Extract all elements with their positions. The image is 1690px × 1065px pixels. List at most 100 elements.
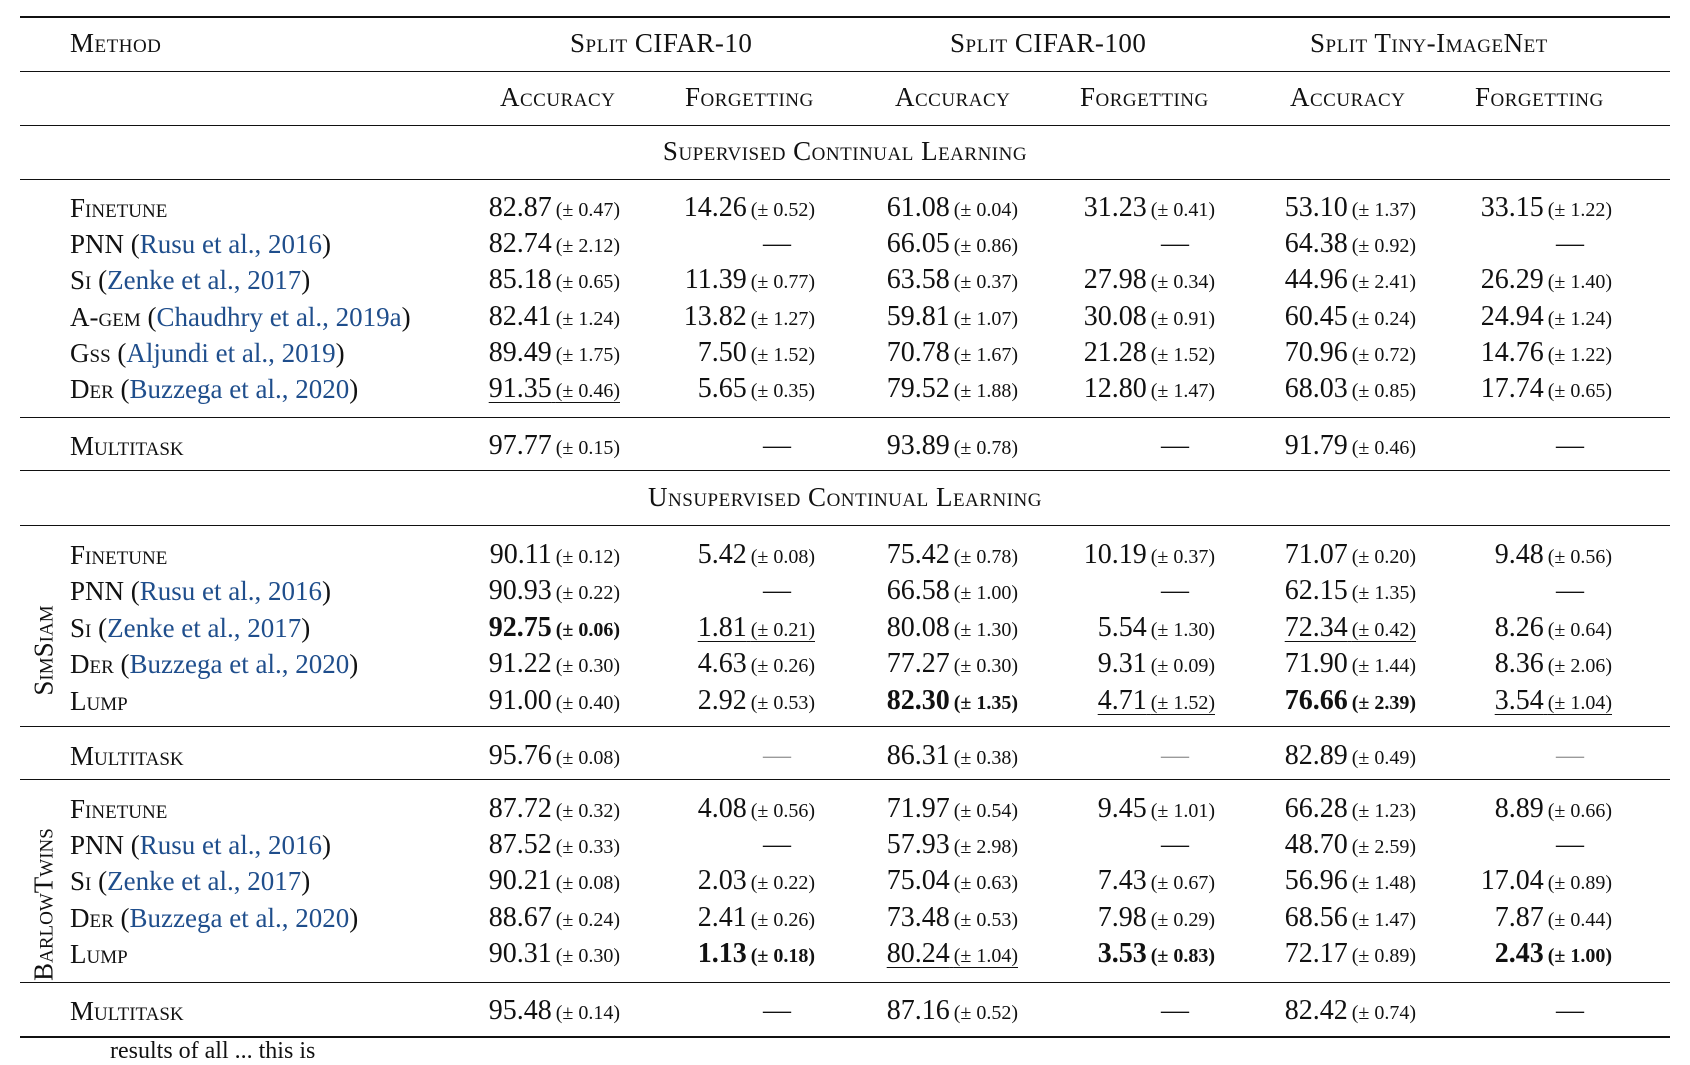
mean-value: 7.87: [1495, 902, 1544, 933]
value-cell: 87.52 (± 0.33): [489, 830, 620, 860]
std-value: (± 0.54): [954, 800, 1018, 822]
citation-link[interactable]: Buzzega et al., 2020: [130, 649, 350, 679]
value-cell: 53.10 (± 1.37): [1285, 193, 1416, 223]
value-cell: 82.42 (± 0.74): [1285, 996, 1416, 1026]
value-cell: 17.74 (± 0.65): [1481, 374, 1612, 404]
value-cell: 7.98 (± 0.29): [1098, 903, 1215, 933]
std-value: (± 0.78): [954, 546, 1018, 568]
value-cell: 90.21 (± 0.08): [489, 866, 620, 896]
std-value: (± 1.37): [1352, 199, 1416, 221]
value-cell: 9.45 (± 1.01): [1098, 794, 1215, 824]
empty-cell-dash: —: [747, 741, 807, 771]
std-value: (± 1.22): [1548, 199, 1612, 221]
method-name: Finetune: [70, 794, 167, 824]
std-value: (± 0.18): [751, 945, 815, 967]
std-value: (± 0.38): [954, 747, 1018, 769]
mean-value: 66.58: [887, 575, 950, 606]
std-value: (± 1.88): [954, 380, 1018, 402]
header-rule: [20, 71, 1670, 72]
empty-cell-dash: —: [1145, 431, 1205, 461]
mean-value: 17.04: [1481, 865, 1544, 896]
mean-value: 14.26: [684, 192, 747, 223]
citation-link[interactable]: Chaudhry et al., 2019a: [156, 302, 401, 332]
std-value: (± 1.30): [1151, 619, 1215, 641]
std-value: (± 0.29): [1151, 909, 1215, 931]
method-cell: Multitask: [70, 741, 184, 771]
std-value: (± 0.89): [1352, 945, 1416, 967]
std-value: (± 1.44): [1352, 655, 1416, 677]
mean-value: 91.35: [489, 373, 552, 404]
empty-cell-dash: —: [1145, 576, 1205, 606]
value-cell: 95.76 (± 0.08): [489, 741, 620, 771]
value-cell: 24.94 (± 1.24): [1481, 302, 1612, 332]
citation-link[interactable]: Buzzega et al., 2020: [130, 374, 350, 404]
std-value: (± 0.56): [751, 800, 815, 822]
empty-cell-dash: —: [1145, 830, 1205, 860]
citation-link[interactable]: Rusu et al., 2016: [140, 830, 322, 860]
metric-header: Forgetting: [1080, 82, 1209, 112]
method-name: Multitask: [70, 431, 184, 461]
std-value: (± 0.92): [1352, 235, 1416, 257]
std-value: (± 0.47): [556, 199, 620, 221]
mean-value: 71.90: [1285, 648, 1348, 679]
std-value: (± 1.01): [1151, 800, 1215, 822]
mean-value: 5.54: [1098, 612, 1147, 643]
citation-link[interactable]: Zenke et al., 2017: [107, 866, 301, 896]
value-cell: 68.56 (± 1.47): [1285, 903, 1416, 933]
metric-header: Accuracy: [1290, 82, 1405, 112]
empty-cell-dash: —: [1540, 741, 1600, 771]
value-cell: 62.15 (± 1.35): [1285, 576, 1416, 606]
method-name: Multitask: [70, 741, 184, 771]
value-cell: 61.08 (± 0.04): [887, 193, 1018, 223]
table-top-rule: [20, 16, 1670, 18]
citation-link[interactable]: Aljundi et al., 2019: [126, 338, 335, 368]
method-name: Finetune: [70, 193, 167, 223]
mean-value: 4.63: [698, 648, 747, 679]
mean-value: 92.75: [489, 612, 552, 643]
method-name: Lump: [70, 686, 128, 716]
empty-cell-dash: —: [747, 229, 807, 259]
std-value: (± 0.74): [1352, 1002, 1416, 1024]
citation-link[interactable]: Zenke et al., 2017: [107, 265, 301, 295]
value-cell: 7.50 (± 1.52): [698, 338, 815, 368]
std-value: (± 0.42): [1352, 619, 1416, 641]
mean-value: 21.28: [1084, 337, 1147, 368]
mean-value: 4.71: [1098, 685, 1147, 716]
empty-cell-dash: —: [747, 830, 807, 860]
value-cell: 82.41 (± 1.24): [489, 302, 620, 332]
citation-link[interactable]: Rusu et al., 2016: [140, 229, 322, 259]
mean-value: 7.98: [1098, 902, 1147, 933]
header-rule: [20, 125, 1670, 126]
method-cell: Der (Buzzega et al., 2020): [70, 374, 358, 404]
citation-link[interactable]: Zenke et al., 2017: [107, 613, 301, 643]
value-cell: 2.41 (± 0.26): [698, 903, 815, 933]
method-cell: Lump: [70, 939, 128, 969]
value-cell: 91.35 (± 0.46): [489, 374, 620, 404]
mean-value: 77.27: [887, 648, 950, 679]
std-value: (± 0.53): [751, 692, 815, 714]
mean-value: 82.42: [1285, 995, 1348, 1026]
value-cell: 10.19 (± 0.37): [1084, 540, 1215, 570]
value-cell: 57.93 (± 2.98): [887, 830, 1018, 860]
mean-value: 88.67: [489, 902, 552, 933]
citation-link[interactable]: Rusu et al., 2016: [140, 576, 322, 606]
std-value: (± 0.30): [556, 945, 620, 967]
std-value: (± 0.14): [556, 1002, 620, 1024]
mean-value: 17.74: [1481, 373, 1544, 404]
std-value: (± 0.49): [1352, 747, 1416, 769]
mean-value: 71.07: [1285, 539, 1348, 570]
value-cell: 7.87 (± 0.44): [1495, 903, 1612, 933]
std-value: (± 1.00): [954, 582, 1018, 604]
value-cell: 75.04 (± 0.63): [887, 866, 1018, 896]
value-cell: 33.15 (± 1.22): [1481, 193, 1612, 223]
mean-value: 4.08: [698, 793, 747, 824]
value-cell: 14.76 (± 1.22): [1481, 338, 1612, 368]
std-value: (± 1.23): [1352, 800, 1416, 822]
citation-link[interactable]: Buzzega et al., 2020: [130, 903, 350, 933]
group-rule: [20, 779, 1670, 780]
mean-value: 2.92: [698, 685, 747, 716]
value-cell: 13.82 (± 1.27): [684, 302, 815, 332]
metric-header: Accuracy: [895, 82, 1010, 112]
std-value: (± 0.85): [1352, 380, 1416, 402]
value-cell: 82.30 (± 1.35): [887, 686, 1018, 716]
